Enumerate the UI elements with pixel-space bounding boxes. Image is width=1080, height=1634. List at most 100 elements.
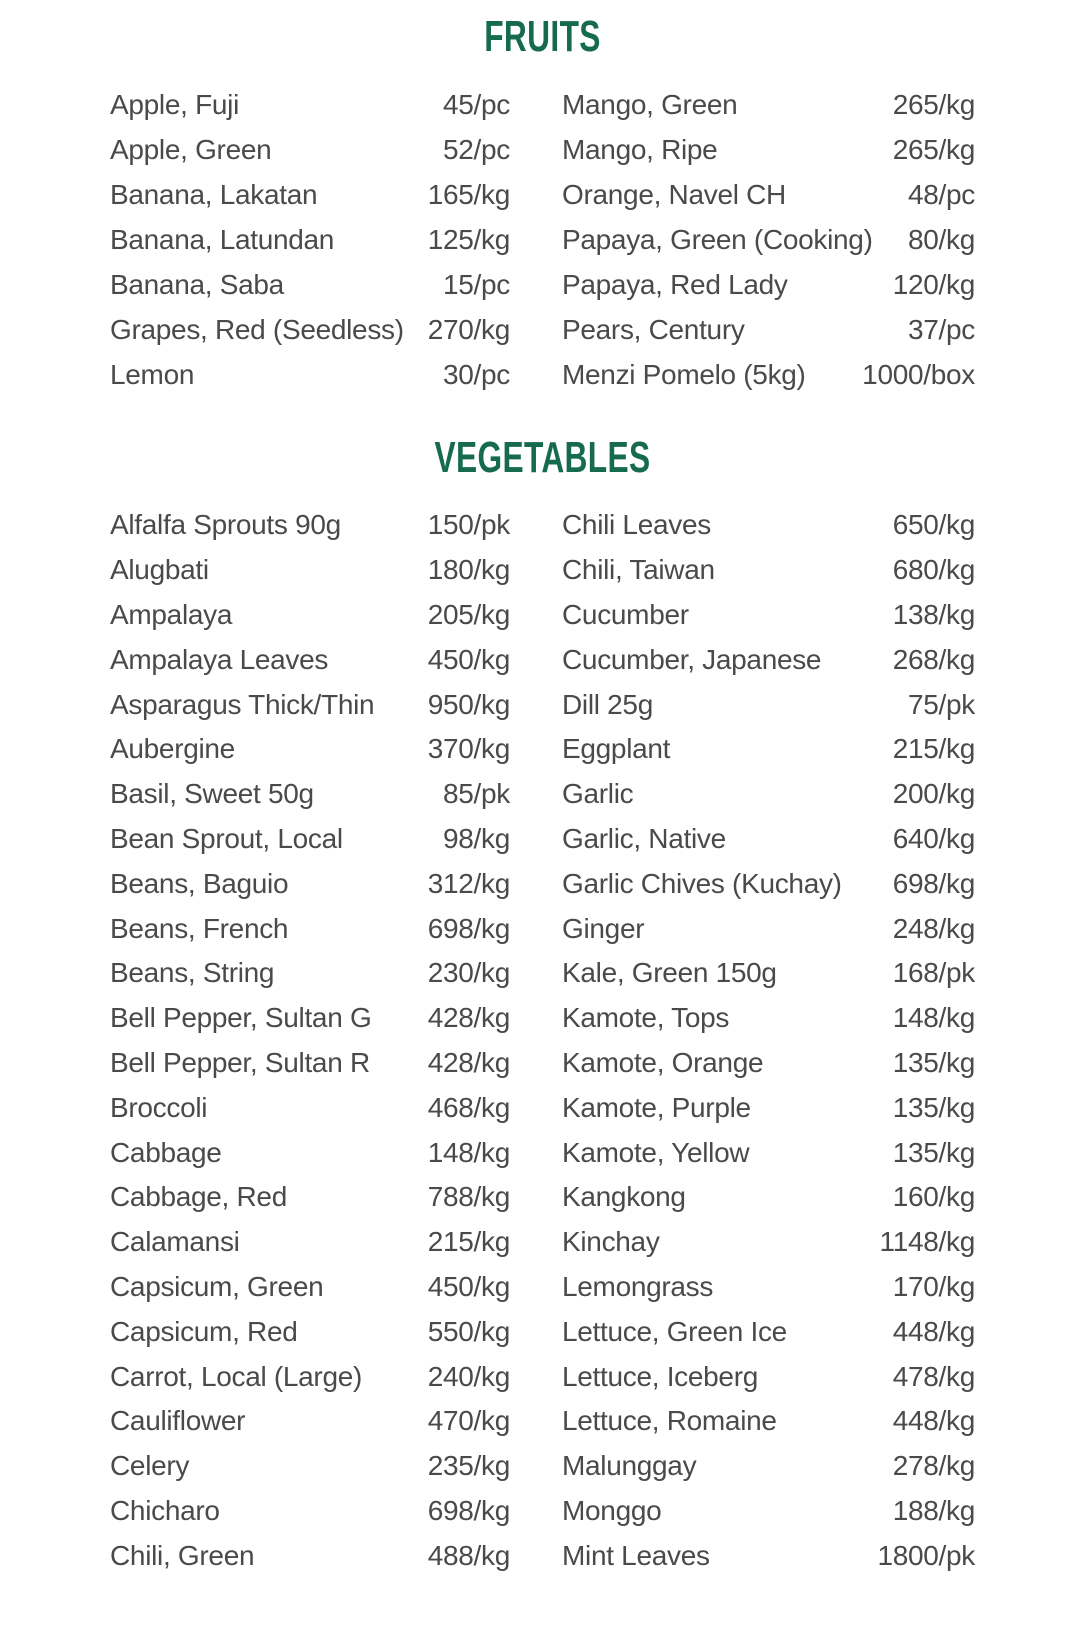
item-name: Grapes, Red (Seedless) xyxy=(110,313,404,345)
item-name: Lemon xyxy=(110,358,195,390)
list-item: Celery 235/kg xyxy=(110,1444,510,1489)
list-item: Broccoli 468/kg xyxy=(110,1085,510,1130)
item-name: Apple, Fuji xyxy=(110,88,239,120)
list-item: Garlic, Native 640/kg xyxy=(562,817,975,862)
list-item: Apple, Green 52/pc xyxy=(110,127,510,172)
item-price: 135/kg xyxy=(892,1136,976,1168)
list-item: Alugbati 180/kg xyxy=(110,548,510,593)
list-item: Capsicum, Red 550/kg xyxy=(110,1309,510,1354)
item-name: Menzi Pomelo (5kg) xyxy=(562,358,806,390)
list-item: Cabbage 148/kg xyxy=(110,1130,510,1175)
item-price: 235/kg xyxy=(427,1450,511,1482)
item-price: 468/kg xyxy=(427,1091,511,1123)
item-price: 698/kg xyxy=(892,867,976,899)
list-item: Papaya, Red Lady 120/kg xyxy=(562,262,975,307)
list-item: Alfalfa Sprouts 90g 150/pk xyxy=(110,503,510,548)
list-item: Chili Leaves 650/kg xyxy=(562,503,975,548)
item-name: Chicharo xyxy=(110,1494,220,1526)
list-item: Cauliflower 470/kg xyxy=(110,1399,510,1444)
item-name: Lettuce, Romaine xyxy=(562,1405,777,1437)
item-name: Mango, Ripe xyxy=(562,133,718,165)
item-price: 188/kg xyxy=(892,1494,976,1526)
item-name: Kamote, Tops xyxy=(562,1002,730,1034)
list-item: Kamote, Purple 135/kg xyxy=(562,1085,975,1130)
list-item: Basil, Sweet 50g 85/pk xyxy=(110,772,510,817)
item-name: Kamote, Orange xyxy=(562,1046,764,1078)
item-name: Calamansi xyxy=(110,1226,240,1258)
item-name: Lemongrass xyxy=(562,1270,714,1302)
item-name: Ampalaya Leaves xyxy=(110,643,329,675)
item-price: 138/kg xyxy=(892,598,976,630)
item-price: 680/kg xyxy=(892,554,976,586)
item-price: 148/kg xyxy=(892,1002,976,1034)
list-item: Beans, String 230/kg xyxy=(110,951,510,996)
item-name: Alfalfa Sprouts 90g xyxy=(110,509,341,541)
item-name: Kamote, Yellow xyxy=(562,1136,750,1168)
fruits-columns: Apple, Fuji 45/pc Apple, Green 52/pc Banana,… xyxy=(110,82,975,397)
item-price: 15/pc xyxy=(443,268,510,300)
list-item: Aubergine 370/kg xyxy=(110,727,510,772)
item-name: Aubergine xyxy=(110,733,235,765)
item-name: Ampalaya xyxy=(110,598,233,630)
item-name: Garlic xyxy=(562,778,634,810)
list-item: Apple, Fuji 45/pc xyxy=(110,82,510,127)
item-name: Chili, Taiwan xyxy=(562,554,715,586)
item-name: Carrot, Local (Large) xyxy=(110,1360,363,1392)
list-item: Cucumber 138/kg xyxy=(562,593,975,638)
item-name: Ginger xyxy=(562,912,645,944)
item-name: Malunggay xyxy=(562,1450,697,1482)
item-name: Monggo xyxy=(562,1494,662,1526)
item-name: Mint Leaves xyxy=(562,1539,710,1571)
list-item: Mint Leaves 1800/pk xyxy=(562,1533,975,1578)
item-name: Celery xyxy=(110,1450,190,1482)
list-item: Lettuce, Green Ice 448/kg xyxy=(562,1309,975,1354)
list-item: Chili, Green 488/kg xyxy=(110,1533,510,1578)
list-item: Garlic Chives (Kuchay) 698/kg xyxy=(562,861,975,906)
item-name: Cucumber xyxy=(562,598,689,630)
item-price: 265/kg xyxy=(892,88,976,120)
item-price: 428/kg xyxy=(427,1046,511,1078)
list-item: Dill 25g 75/pk xyxy=(562,682,975,727)
list-item: Ampalaya 205/kg xyxy=(110,593,510,638)
item-price: 37/pc xyxy=(908,313,975,345)
item-price: 148/kg xyxy=(427,1136,511,1168)
item-price: 170/kg xyxy=(892,1270,976,1302)
list-item: Ginger 248/kg xyxy=(562,906,975,951)
item-name: Alugbati xyxy=(110,554,209,586)
list-item: Capsicum, Green 450/kg xyxy=(110,1265,510,1310)
item-name: Orange, Navel CH xyxy=(562,178,786,210)
item-name: Kinchay xyxy=(562,1226,660,1258)
item-name: Banana, Saba xyxy=(110,268,284,300)
list-item: Chicharo 698/kg xyxy=(110,1489,510,1534)
item-name: Beans, String xyxy=(110,957,275,989)
item-name: Basil, Sweet 50g xyxy=(110,778,314,810)
item-name: Garlic, Native xyxy=(562,822,726,854)
item-name: Mango, Green xyxy=(562,88,738,120)
item-price: 98/kg xyxy=(443,822,510,854)
vegetables-column-right: Chili Leaves 650/kg Chili, Taiwan 680/kg Cuc… xyxy=(562,503,975,1578)
item-price: 215/kg xyxy=(427,1226,511,1258)
item-name: Lettuce, Green Ice xyxy=(562,1315,787,1347)
item-price: 470/kg xyxy=(427,1405,511,1437)
item-price: 370/kg xyxy=(427,733,511,765)
list-item: Carrot, Local (Large) 240/kg xyxy=(110,1354,510,1399)
item-price: 248/kg xyxy=(892,912,976,944)
vegetables-columns: Alfalfa Sprouts 90g 150/pk Alugbati 180/kg A… xyxy=(110,503,975,1578)
item-price: 240/kg xyxy=(427,1360,511,1392)
list-item: Chili, Taiwan 680/kg xyxy=(562,548,975,593)
item-name: Eggplant xyxy=(562,733,671,765)
fruits-column-right: Mango, Green 265/kg Mango, Ripe 265/kg Orang… xyxy=(562,82,975,397)
list-item: Lemongrass 170/kg xyxy=(562,1265,975,1310)
list-item: Calamansi 215/kg xyxy=(110,1220,510,1265)
item-price: 1000/box xyxy=(862,358,975,390)
list-item: Banana, Latundan 125/kg xyxy=(110,217,510,262)
item-name: Chili, Green xyxy=(110,1539,255,1571)
list-item: Asparagus Thick/Thin 950/kg xyxy=(110,682,510,727)
item-name: Cabbage xyxy=(110,1136,222,1168)
item-price: 268/kg xyxy=(892,643,976,675)
list-item: Malunggay 278/kg xyxy=(562,1444,975,1489)
item-name: Papaya, Red Lady xyxy=(562,268,788,300)
item-price: 1148/kg xyxy=(879,1226,976,1258)
item-price: 75/pk xyxy=(908,688,975,720)
